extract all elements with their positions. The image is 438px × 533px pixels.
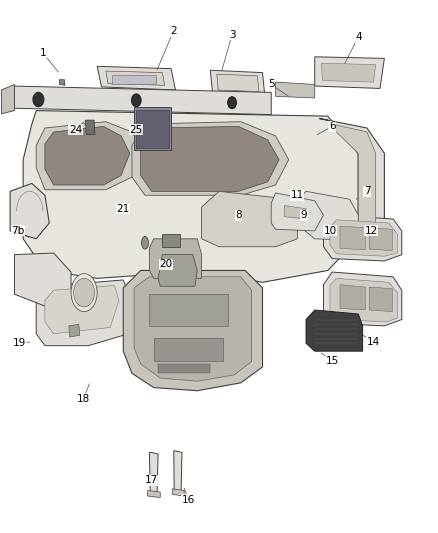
Polygon shape: [330, 278, 397, 322]
Polygon shape: [284, 206, 306, 219]
Polygon shape: [97, 66, 176, 90]
Polygon shape: [210, 70, 265, 95]
Polygon shape: [330, 220, 397, 256]
Bar: [149, 294, 228, 326]
Text: 11: 11: [291, 190, 304, 200]
Text: 15: 15: [325, 357, 339, 367]
Polygon shape: [45, 286, 119, 334]
Polygon shape: [174, 451, 182, 495]
Polygon shape: [132, 122, 289, 195]
Polygon shape: [158, 255, 197, 286]
Polygon shape: [149, 239, 201, 278]
Polygon shape: [85, 120, 95, 134]
Polygon shape: [340, 226, 365, 250]
Polygon shape: [14, 86, 271, 115]
Polygon shape: [276, 82, 315, 98]
Polygon shape: [23, 111, 358, 282]
Text: 21: 21: [117, 204, 130, 214]
Text: 6: 6: [329, 122, 336, 132]
Polygon shape: [323, 272, 402, 326]
Text: 2: 2: [170, 27, 177, 36]
Text: 14: 14: [367, 337, 380, 346]
Bar: [154, 338, 223, 361]
Polygon shape: [14, 253, 71, 306]
Polygon shape: [315, 57, 385, 88]
Polygon shape: [148, 490, 160, 498]
Polygon shape: [123, 270, 262, 391]
Polygon shape: [173, 489, 184, 496]
Polygon shape: [201, 191, 297, 247]
Ellipse shape: [33, 92, 44, 107]
Text: 18: 18: [77, 394, 90, 403]
Polygon shape: [321, 63, 376, 82]
Polygon shape: [323, 215, 402, 261]
Text: 7b: 7b: [11, 226, 25, 236]
Polygon shape: [36, 122, 145, 190]
Polygon shape: [10, 183, 49, 239]
Polygon shape: [271, 193, 323, 231]
Polygon shape: [306, 310, 363, 351]
Bar: [136, 110, 169, 148]
Polygon shape: [69, 324, 80, 337]
Polygon shape: [36, 280, 132, 345]
Text: 9: 9: [300, 210, 307, 220]
Text: 24: 24: [69, 125, 82, 135]
Polygon shape: [297, 191, 358, 240]
Polygon shape: [106, 71, 165, 85]
Bar: [113, 75, 156, 85]
Ellipse shape: [228, 97, 237, 109]
Text: 10: 10: [323, 226, 336, 236]
Text: 8: 8: [235, 210, 242, 220]
Bar: [134, 107, 171, 150]
Text: 16: 16: [182, 495, 195, 505]
Polygon shape: [141, 126, 279, 191]
Polygon shape: [217, 74, 259, 92]
Polygon shape: [59, 80, 65, 85]
Polygon shape: [340, 285, 365, 310]
Polygon shape: [332, 124, 376, 223]
Text: 19: 19: [13, 338, 26, 348]
Polygon shape: [45, 126, 130, 185]
Polygon shape: [369, 228, 392, 251]
Text: 17: 17: [145, 475, 158, 485]
Ellipse shape: [74, 278, 95, 307]
Text: 25: 25: [130, 125, 143, 135]
Text: 5: 5: [268, 79, 275, 90]
Text: 20: 20: [159, 259, 173, 269]
Bar: [162, 234, 180, 247]
Polygon shape: [1, 85, 14, 114]
Text: 7: 7: [364, 187, 370, 196]
Text: 12: 12: [365, 226, 378, 236]
Polygon shape: [134, 277, 252, 381]
Circle shape: [141, 237, 148, 249]
Text: 3: 3: [229, 30, 235, 39]
Bar: [158, 364, 210, 373]
Text: 4: 4: [355, 32, 362, 42]
Ellipse shape: [71, 273, 97, 312]
Polygon shape: [319, 118, 385, 240]
Polygon shape: [149, 453, 158, 496]
Text: 1: 1: [39, 48, 46, 58]
Polygon shape: [369, 287, 392, 312]
Ellipse shape: [131, 94, 141, 107]
